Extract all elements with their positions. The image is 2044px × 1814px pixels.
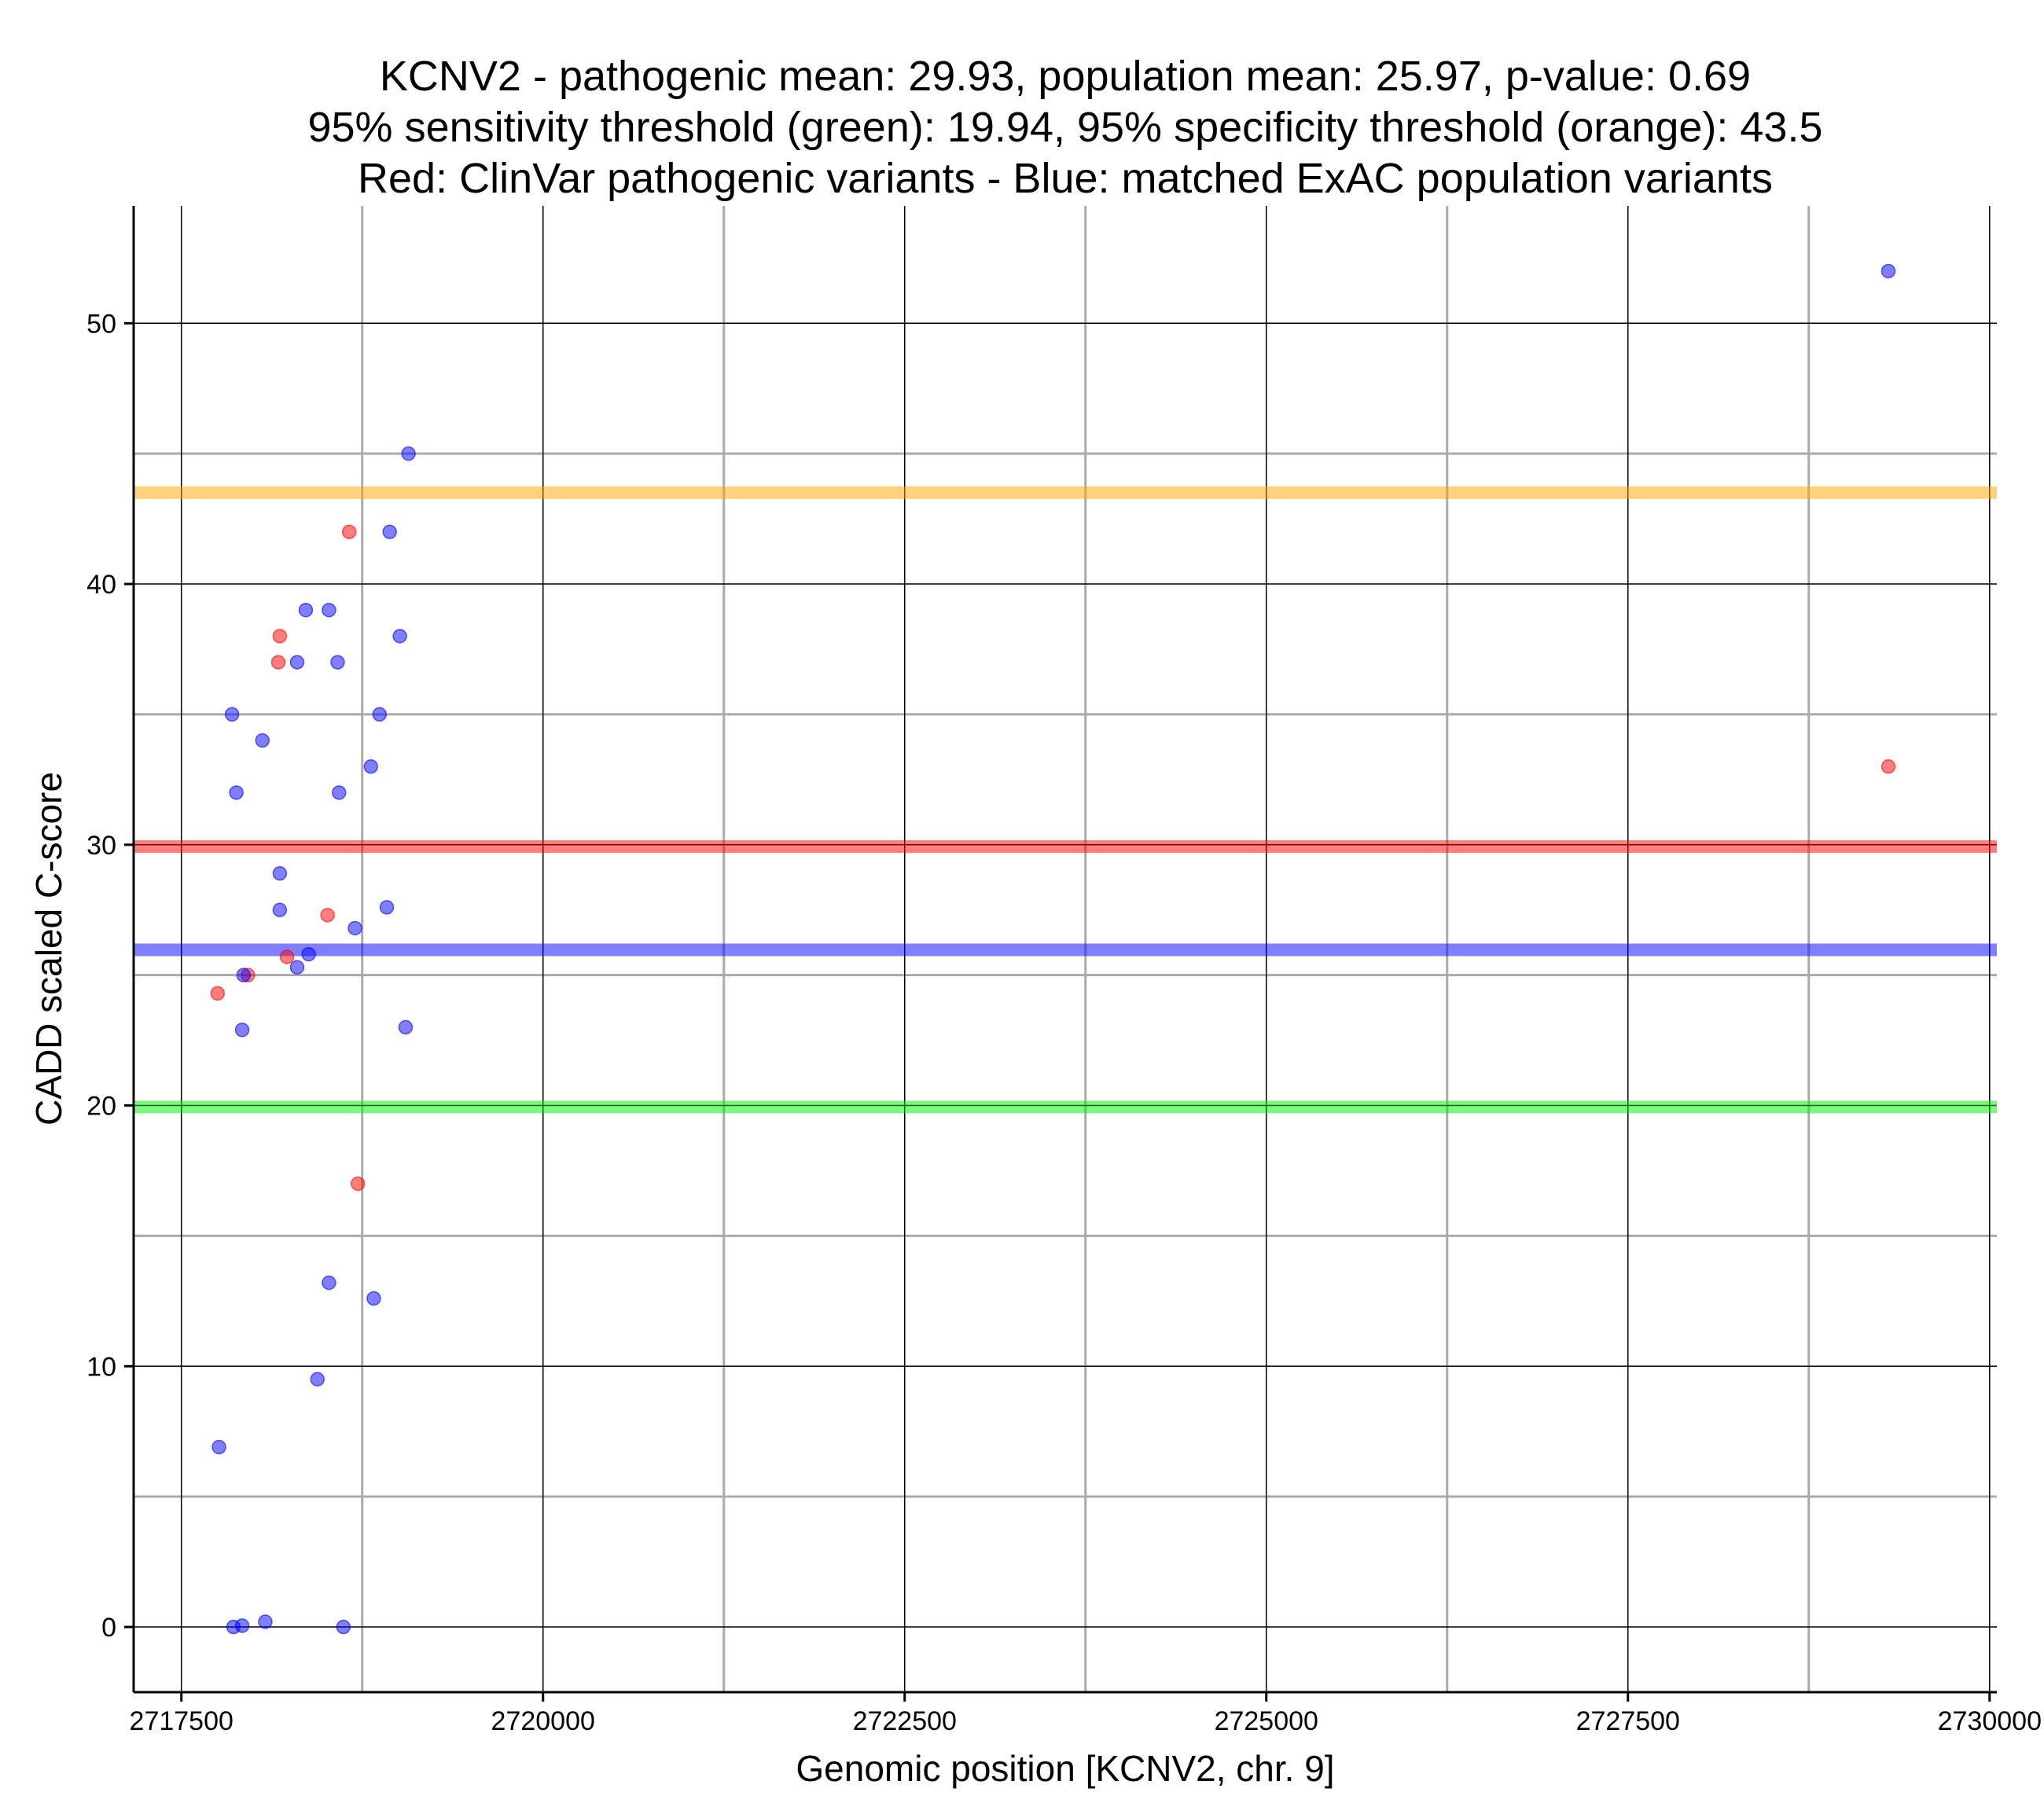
matched-exac-population-variants-point — [363, 759, 379, 774]
matched-exac-population-variants-point — [229, 785, 244, 800]
matched-exac-population-variants-point — [332, 785, 347, 800]
clinvar-pathogenic-variants-point — [210, 986, 225, 1001]
y-tick-label: 30 — [86, 831, 116, 861]
matched-exac-population-variants-point — [258, 1614, 273, 1629]
matched-exac-population-variants-point — [289, 655, 305, 670]
matched-exac-population-variants-point — [211, 1439, 226, 1455]
clinvar-pathogenic-variants-point — [320, 908, 335, 923]
matched-exac-population-variants-point — [310, 1372, 325, 1387]
matched-exac-population-variants-point — [379, 900, 395, 915]
matched-exac-population-variants-point — [372, 707, 388, 722]
matched-exac-population-variants-point — [322, 1275, 336, 1291]
matched-exac-population-variants-point — [366, 1291, 381, 1306]
matched-exac-population-variants-point — [272, 902, 288, 917]
matched-exac-population-variants-point — [234, 1023, 250, 1037]
matched-exac-population-variants-point — [330, 655, 345, 670]
matched-exac-population-variants-point — [1880, 263, 1896, 279]
chart-title-line-1: KCNV2 - pathogenic mean: 29.93, populati… — [380, 53, 1751, 100]
chart-title-line-2: 95% sensitivity threshold (green): 19.94… — [307, 104, 1822, 151]
x-axis-label: Genomic position [KCNV2, chr. 9] — [796, 1748, 1334, 1789]
matched-exac-population-variants-point — [347, 920, 362, 936]
y-tick-label: 40 — [86, 570, 116, 600]
matched-exac-population-variants-point — [272, 866, 288, 881]
clinvar-pathogenic-variants-point — [341, 524, 357, 539]
matched-exac-population-variants-point — [236, 968, 252, 982]
x-tick-label: 2722500 — [853, 1706, 957, 1736]
clinvar-pathogenic-variants-point — [279, 949, 295, 964]
matched-exac-population-variants-point — [224, 707, 240, 722]
x-tick-label: 2717500 — [130, 1706, 233, 1736]
y-axis-label: CADD scaled C-score — [28, 772, 69, 1125]
clinvar-pathogenic-variants-point — [272, 629, 288, 644]
threshold-lines — [134, 486, 1997, 1114]
clinvar-pathogenic-variants-point — [1880, 759, 1896, 774]
x-tick-label: 2727500 — [1576, 1706, 1680, 1736]
x-tick-label: 2725000 — [1215, 1706, 1318, 1736]
matched-exac-population-variants-point — [322, 602, 336, 618]
matched-exac-population-variants-point — [234, 1618, 250, 1633]
y-axis-ticks: 0 10 20 30 40 50 — [86, 309, 134, 1643]
matched-exac-population-variants-point — [382, 524, 397, 539]
data-points — [210, 263, 1896, 1635]
x-axis-ticks: 2717500 2720000 2722500 2725000 2727500 27300… — [130, 1692, 2042, 1736]
clinvar-pathogenic-variants-point — [350, 1176, 366, 1192]
matched-exac-population-variants-point — [298, 602, 314, 618]
x-tick-label: 2720000 — [491, 1706, 595, 1736]
matched-exac-population-variants-point — [398, 1019, 414, 1035]
y-tick-label: 20 — [86, 1092, 116, 1122]
matched-exac-population-variants-point — [392, 629, 407, 644]
y-tick-label: 0 — [101, 1613, 116, 1643]
matched-exac-population-variants-point — [255, 733, 270, 748]
matched-exac-population-variants-point — [301, 946, 316, 962]
matched-exac-population-variants-point — [401, 446, 416, 461]
y-tick-label: 50 — [86, 309, 116, 339]
matched-exac-population-variants-point — [289, 960, 305, 975]
clinvar-pathogenic-variants-point — [270, 655, 286, 670]
matched-exac-population-variants-point — [336, 1619, 351, 1635]
chart-title-line-3: Red: ClinVar pathogenic variants - Blue:… — [358, 155, 1773, 202]
x-tick-label: 2730000 — [1938, 1706, 2042, 1736]
y-tick-label: 10 — [86, 1352, 116, 1382]
